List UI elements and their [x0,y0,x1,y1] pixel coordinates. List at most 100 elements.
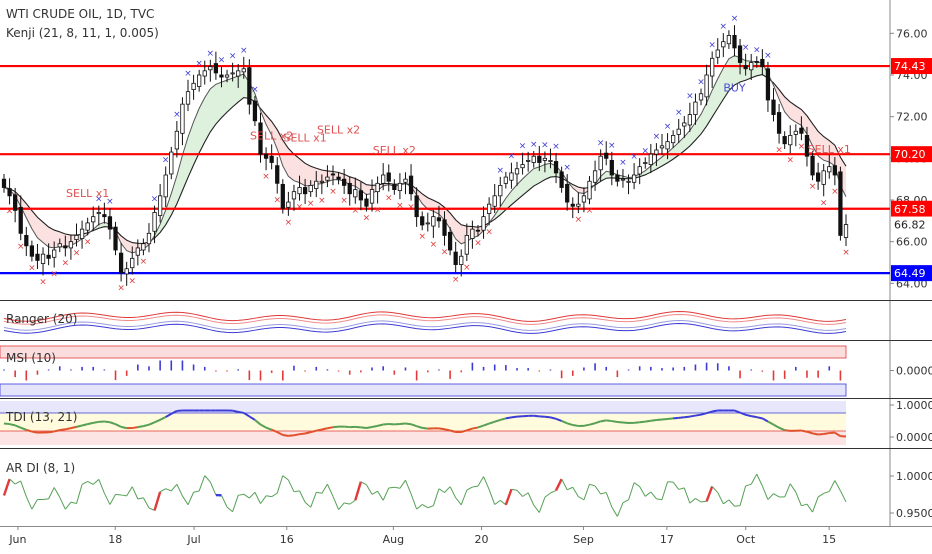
trend-marker-up: × [552,142,560,152]
candle-body [64,246,67,248]
candle-body [493,196,496,206]
msi-bar [81,367,83,371]
tdi-line-segment [550,417,556,418]
tdi-line-segment [472,427,478,428]
msi-bar [561,371,563,379]
candle-body [359,191,362,200]
candle-body [733,35,736,48]
candle-body [303,188,306,194]
tdi-line-segment [305,432,311,433]
msi-bar [449,371,451,379]
candle-body [203,71,206,76]
level-label: 74.43 [894,60,926,73]
candle-body [604,153,607,158]
tdi-line-segment [573,425,579,426]
time-tick-label: 20 [474,533,488,546]
msi-bar [594,363,596,370]
tdi-line-segment [49,431,55,432]
trend-marker-down: × [62,258,70,268]
trend-marker-down: × [128,277,136,287]
msi-bar [762,371,764,372]
candle-body [710,58,713,76]
candle-body [471,229,474,238]
tdi-line-segment [634,422,640,423]
price-tick-label: 76.00 [896,27,928,40]
msi-bar [215,371,217,372]
trend-marker-down: × [273,196,281,206]
candle-body [515,169,518,174]
tdi-lower-zone [0,431,846,445]
candle-body [108,217,111,230]
msi-bar [639,366,641,370]
candle-body [683,123,686,126]
candle-body [365,199,368,206]
trend-marker-up: × [619,158,627,168]
candle-body [47,255,50,258]
trend-marker-down: × [73,248,81,258]
candle-body [225,75,228,77]
candle-body [649,154,652,164]
candle-body [381,175,384,183]
candle-body [833,166,836,175]
candle-body [582,196,585,202]
candle-body [755,61,758,62]
tdi-line-segment [311,431,317,432]
trend-marker-down: × [485,227,493,237]
msi-bar [260,371,262,381]
msi-bar [628,370,630,371]
candle-body [543,158,546,160]
candle-body [170,152,173,174]
tdi-line-segment [60,429,66,430]
msi-bar [282,371,284,381]
candle-body [789,135,792,144]
tdi-line-segment [372,426,378,427]
tdi-line-segment [333,427,339,428]
candle-body [158,196,161,216]
trend-marker-down: × [307,199,315,209]
candle-body [426,223,429,224]
level-label: 67.58 [894,203,926,216]
msi-bar [360,371,362,373]
tdi-line-segment [684,417,690,418]
trend-marker-down: × [396,201,404,211]
trend-marker-down: × [407,203,415,213]
candle-body [722,42,725,47]
tdi-line-segment [612,421,618,422]
tdi-line-segment [534,416,540,417]
trend-marker-down: × [296,203,304,213]
candle-body [404,179,407,182]
candle-body [443,220,446,236]
msi-bar [795,367,797,371]
msi-bar [170,361,172,371]
candle-body [766,69,769,100]
tdi-tick-label: 1.0000 [896,399,932,412]
trend-marker-up: × [251,85,259,95]
candle-body [36,254,39,260]
msi-bar [304,371,306,372]
candle-body [41,254,44,263]
trend-marker-down: × [586,206,594,216]
candle-body [119,253,122,273]
msi-bar [472,363,474,371]
tdi-line-segment [801,431,807,432]
trend-marker-down: × [798,142,806,152]
trend-marker-down: × [820,198,828,208]
msi-bar [427,371,429,373]
candle-body [181,104,184,133]
msi-bar [539,371,541,372]
tdi-line-segment [322,428,328,429]
trend-marker-down: × [786,155,794,165]
msi-bar [505,365,507,370]
trend-marker-up: × [742,43,750,53]
time-tick-label: Jul [186,533,200,546]
msi-bar [550,370,552,371]
candle-body [688,115,691,125]
tdi-line-segment [82,424,88,425]
ardi-line-segment [116,494,122,495]
trend-marker-up: × [218,55,226,65]
candle-body [822,171,825,185]
candle-body [58,244,61,247]
